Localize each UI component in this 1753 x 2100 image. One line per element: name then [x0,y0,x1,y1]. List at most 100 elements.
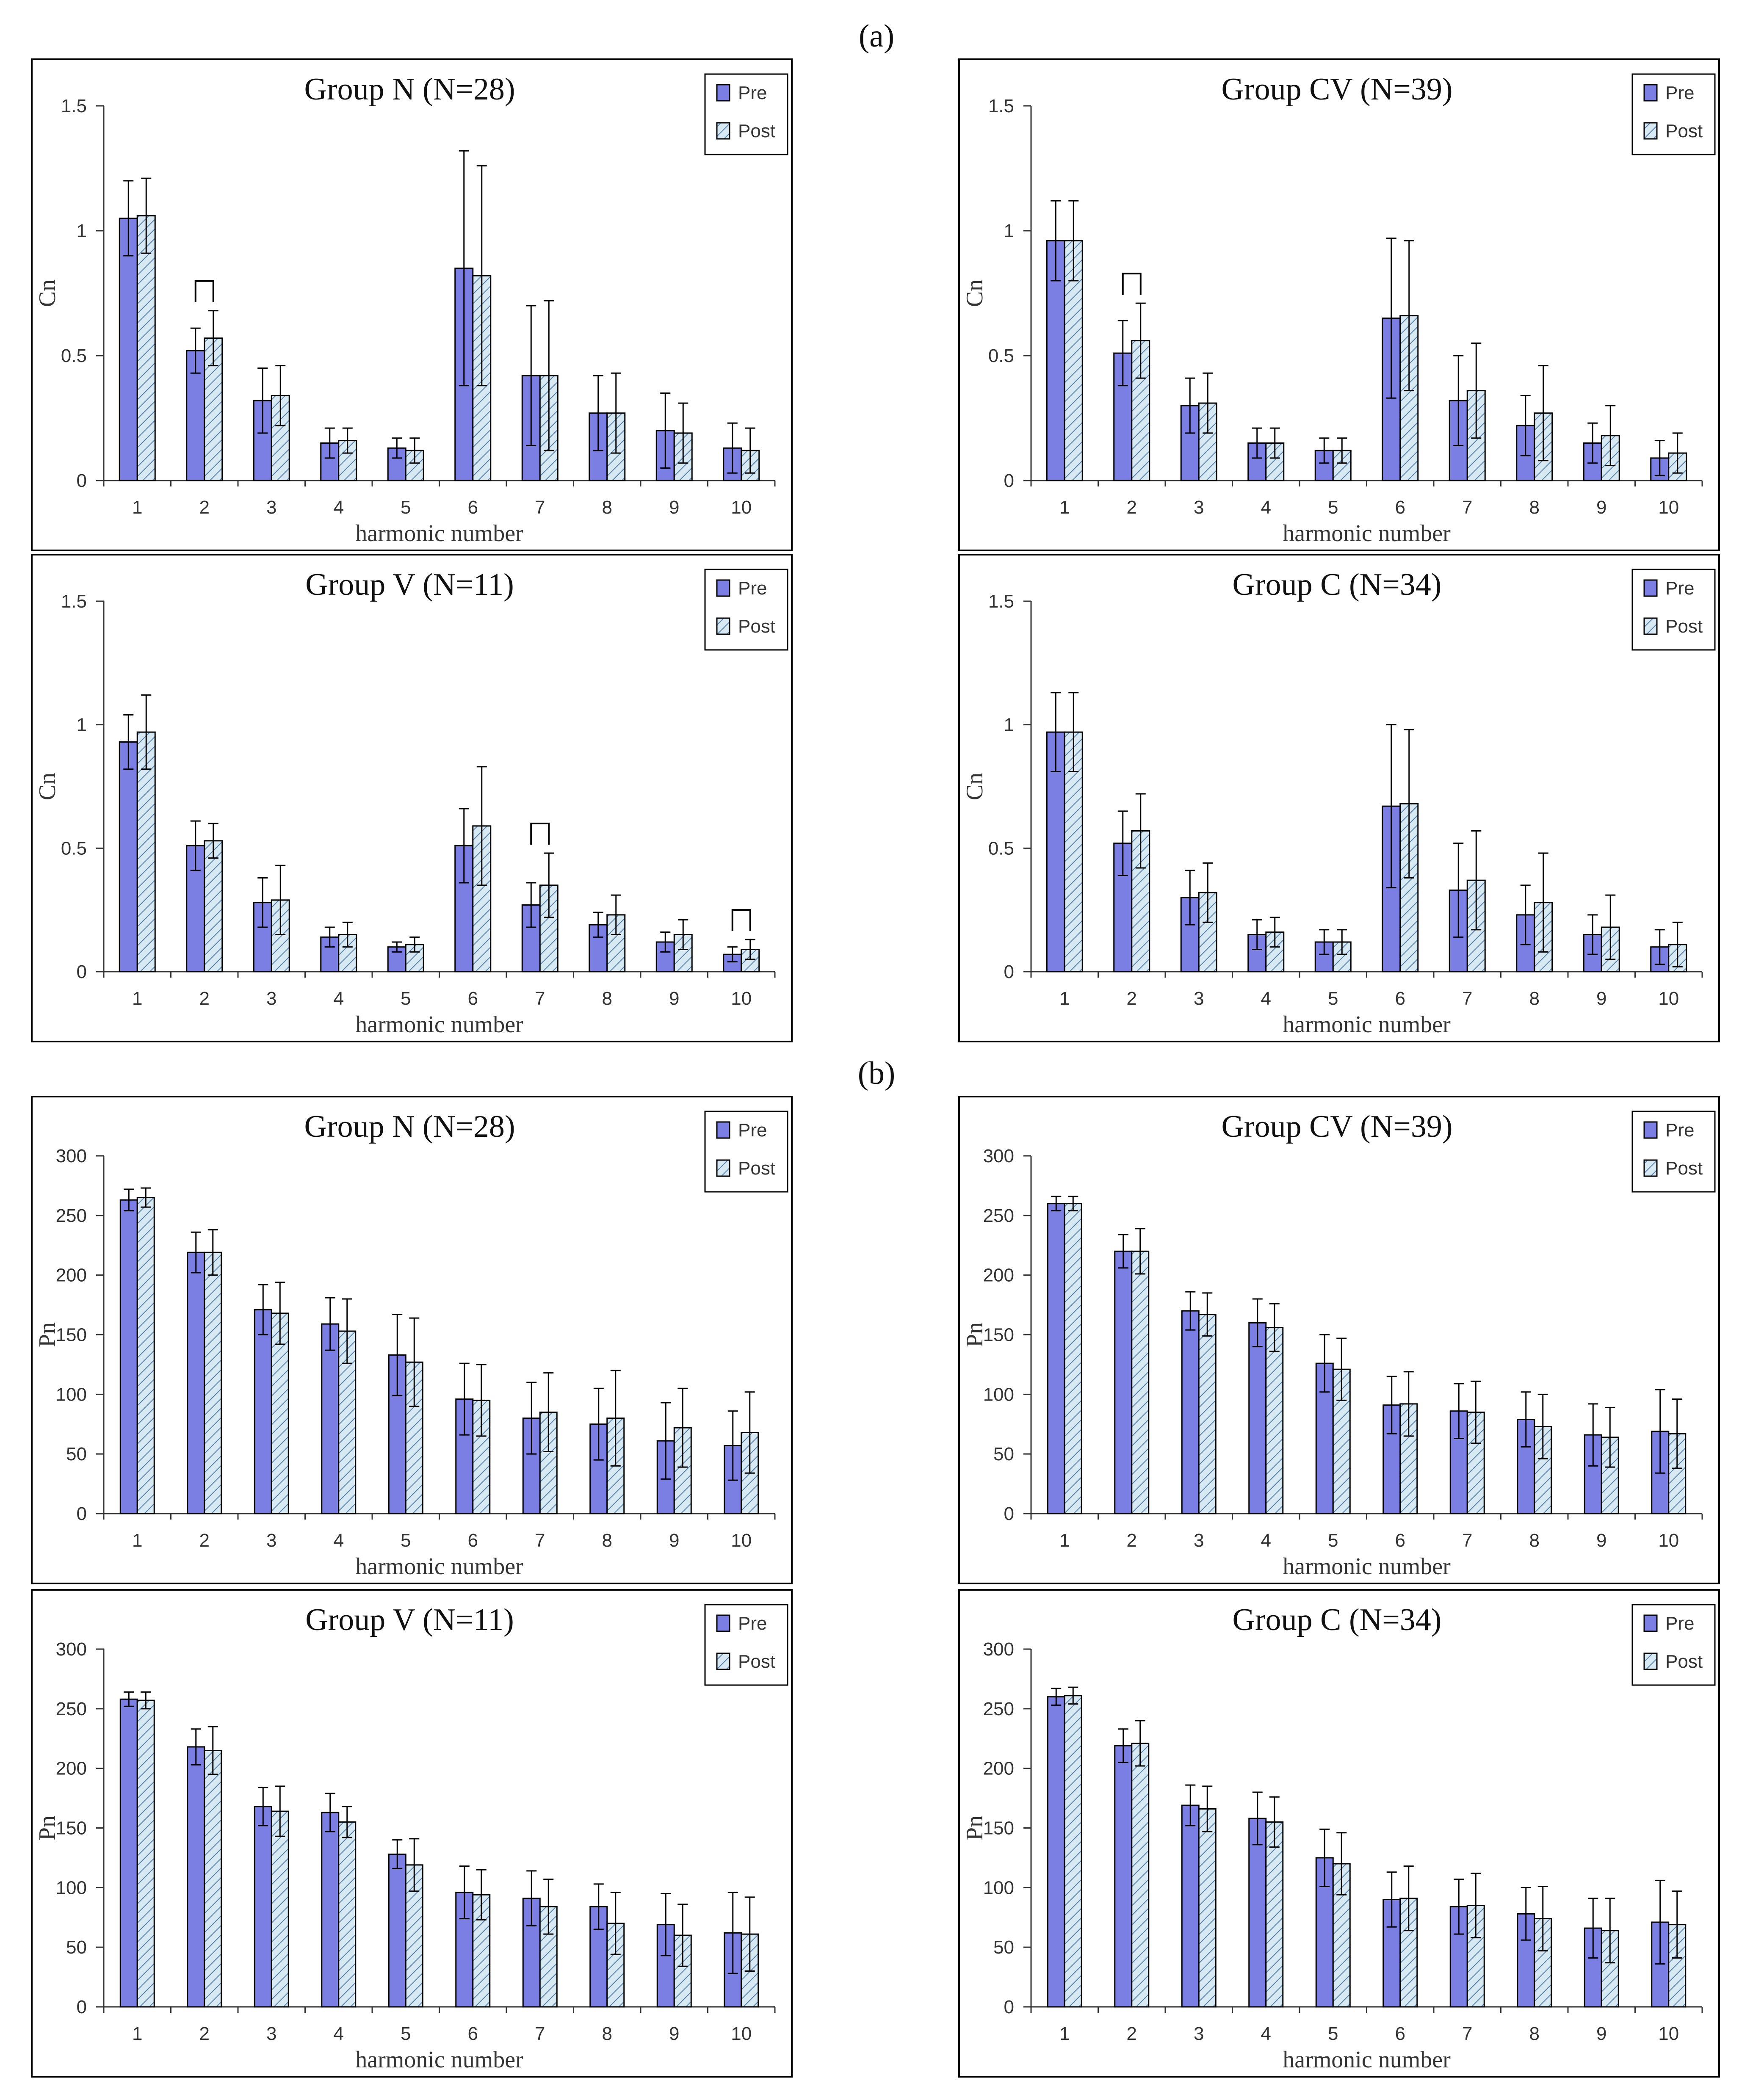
x-tick-label: 4 [1261,988,1271,1009]
x-tick-label: 1 [132,2023,142,2044]
chart-2: 0 0.5 1 1.5 1 2 3 4 5 6 7 8 9 10 Group CV (N=39) harmon… [958,58,1720,551]
x-tick-label: 3 [266,2023,276,2044]
y-tick-label: 0.5 [988,345,1014,366]
bar-pre [119,1199,138,1514]
x-tick-label: 5 [401,2023,411,2044]
bar-post [1265,1327,1284,1514]
bar-pre [1047,1696,1065,2008]
significance-bracket [1122,273,1142,295]
legend-label: Post [738,1651,775,1672]
panel-label-a: (a) [859,18,894,54]
y-tick-label: 0 [1004,1997,1014,2017]
significance-bracket [731,909,751,931]
chart-6: 0 50 100 150 200 250 300 1 2 3 4 5 6 7 8 9 10 Group CV (N… [958,1096,1720,1584]
legend-label: Post [738,616,775,637]
legend-swatch-post [716,122,730,140]
bar-post [136,1197,155,1514]
legend-swatch-pre [716,1614,730,1632]
x-tick-label: 2 [199,1530,210,1551]
x-tick-label: 10 [1658,1530,1679,1551]
x-axis-title: harmonic number [1283,520,1451,547]
bar-pre [119,741,138,973]
y-tick-label: 150 [56,1325,87,1346]
legend: Pre Post [704,73,788,155]
x-tick-label: 7 [1462,988,1472,1009]
bar-pre [388,1853,406,2008]
chart-frame [31,554,793,1042]
y-tick-label: 0.5 [988,838,1014,859]
bar-pre [655,941,675,973]
bar-pre [187,1746,205,2008]
x-tick-label: 5 [401,497,411,518]
bar-pre [1248,1322,1267,1514]
x-tick-label: 9 [1596,497,1606,518]
chart-1: 0 0.5 1 1.5 1 2 3 4 5 6 7 8 9 10 Group N (N=28) harmoni… [31,58,793,551]
y-tick-label: 0 [77,1997,87,2017]
x-axis-title: harmonic number [1283,2047,1451,2073]
bar-post [1198,1314,1217,1514]
legend-label: Pre [1665,578,1694,599]
x-tick-label: 9 [669,988,679,1009]
bar-pre [1382,1899,1401,2008]
chart-4: 0 0.5 1 1.5 1 2 3 4 5 6 7 8 9 10 Group C (N=34) harmoni… [958,554,1720,1042]
chart-title: Group V (N=11) [305,567,514,602]
legend-label: Post [1665,616,1703,637]
bar-post [136,215,156,481]
y-axis-title: Pn [962,1322,988,1347]
legend-label: Post [738,1158,775,1179]
x-tick-label: 4 [334,2023,344,2044]
y-axis-title: Cn [34,279,61,307]
bar-post [204,1252,222,1514]
legend-label: Pre [738,83,767,103]
x-tick-label: 7 [535,497,545,518]
y-tick-label: 0 [1004,962,1014,982]
legend-label: Post [738,121,775,141]
y-tick-label: 100 [56,1877,87,1898]
x-tick-label: 2 [199,2023,210,2044]
x-tick-label: 6 [1395,988,1405,1009]
y-tick-label: 0.5 [61,345,87,366]
legend-swatch-post [716,1652,730,1670]
bar-post [338,934,357,973]
bar-post [1131,1743,1150,2008]
y-tick-label: 250 [56,1205,87,1226]
x-tick-label: 4 [1261,497,1271,518]
y-tick-label: 100 [56,1384,87,1405]
chart-title: Group CV (N=39) [1221,1109,1452,1144]
x-tick-label: 7 [535,988,545,1009]
x-tick-label: 2 [199,988,210,1009]
x-tick-label: 10 [1658,497,1679,518]
legend-label: Post [1665,1651,1703,1672]
x-tick-label: 7 [535,1530,545,1551]
legend-swatch-pre [716,1121,730,1139]
bar-post [204,1749,222,2008]
x-tick-label: 3 [1194,497,1204,518]
x-tick-label: 6 [468,1530,478,1551]
y-tick-label: 1 [77,221,87,241]
chart-5: 0 50 100 150 200 250 300 1 2 3 4 5 6 7 8 9 10 Group N (N=… [31,1096,793,1584]
x-tick-label: 6 [1395,2023,1405,2044]
x-tick-label: 5 [1328,1530,1338,1551]
bar-pre [388,1354,406,1514]
y-tick-label: 150 [983,1325,1014,1346]
y-tick-label: 1 [1004,715,1014,735]
y-tick-label: 1 [1004,221,1014,241]
y-tick-label: 300 [983,1146,1014,1166]
y-tick-label: 50 [993,1444,1014,1464]
chart-frame [958,1096,1720,1584]
chart-7: 0 50 100 150 200 250 300 1 2 3 4 5 6 7 8 9 10 Group V (N=… [31,1589,793,2078]
y-tick-label: 1.5 [988,96,1014,116]
x-tick-label: 9 [669,2023,679,2044]
y-tick-label: 0 [1004,470,1014,491]
y-tick-label: 1.5 [61,591,87,612]
bar-pre [254,1806,272,2008]
x-tick-label: 3 [1194,988,1204,1009]
bar-pre [1248,1818,1267,2008]
bar-pre [254,1309,272,1514]
legend: Pre Post [1631,1111,1716,1193]
legend-swatch-post [1643,122,1658,140]
bar-pre [1114,1250,1133,1514]
legend-swatch-post [1643,1652,1658,1670]
x-tick-label: 1 [132,1530,142,1551]
